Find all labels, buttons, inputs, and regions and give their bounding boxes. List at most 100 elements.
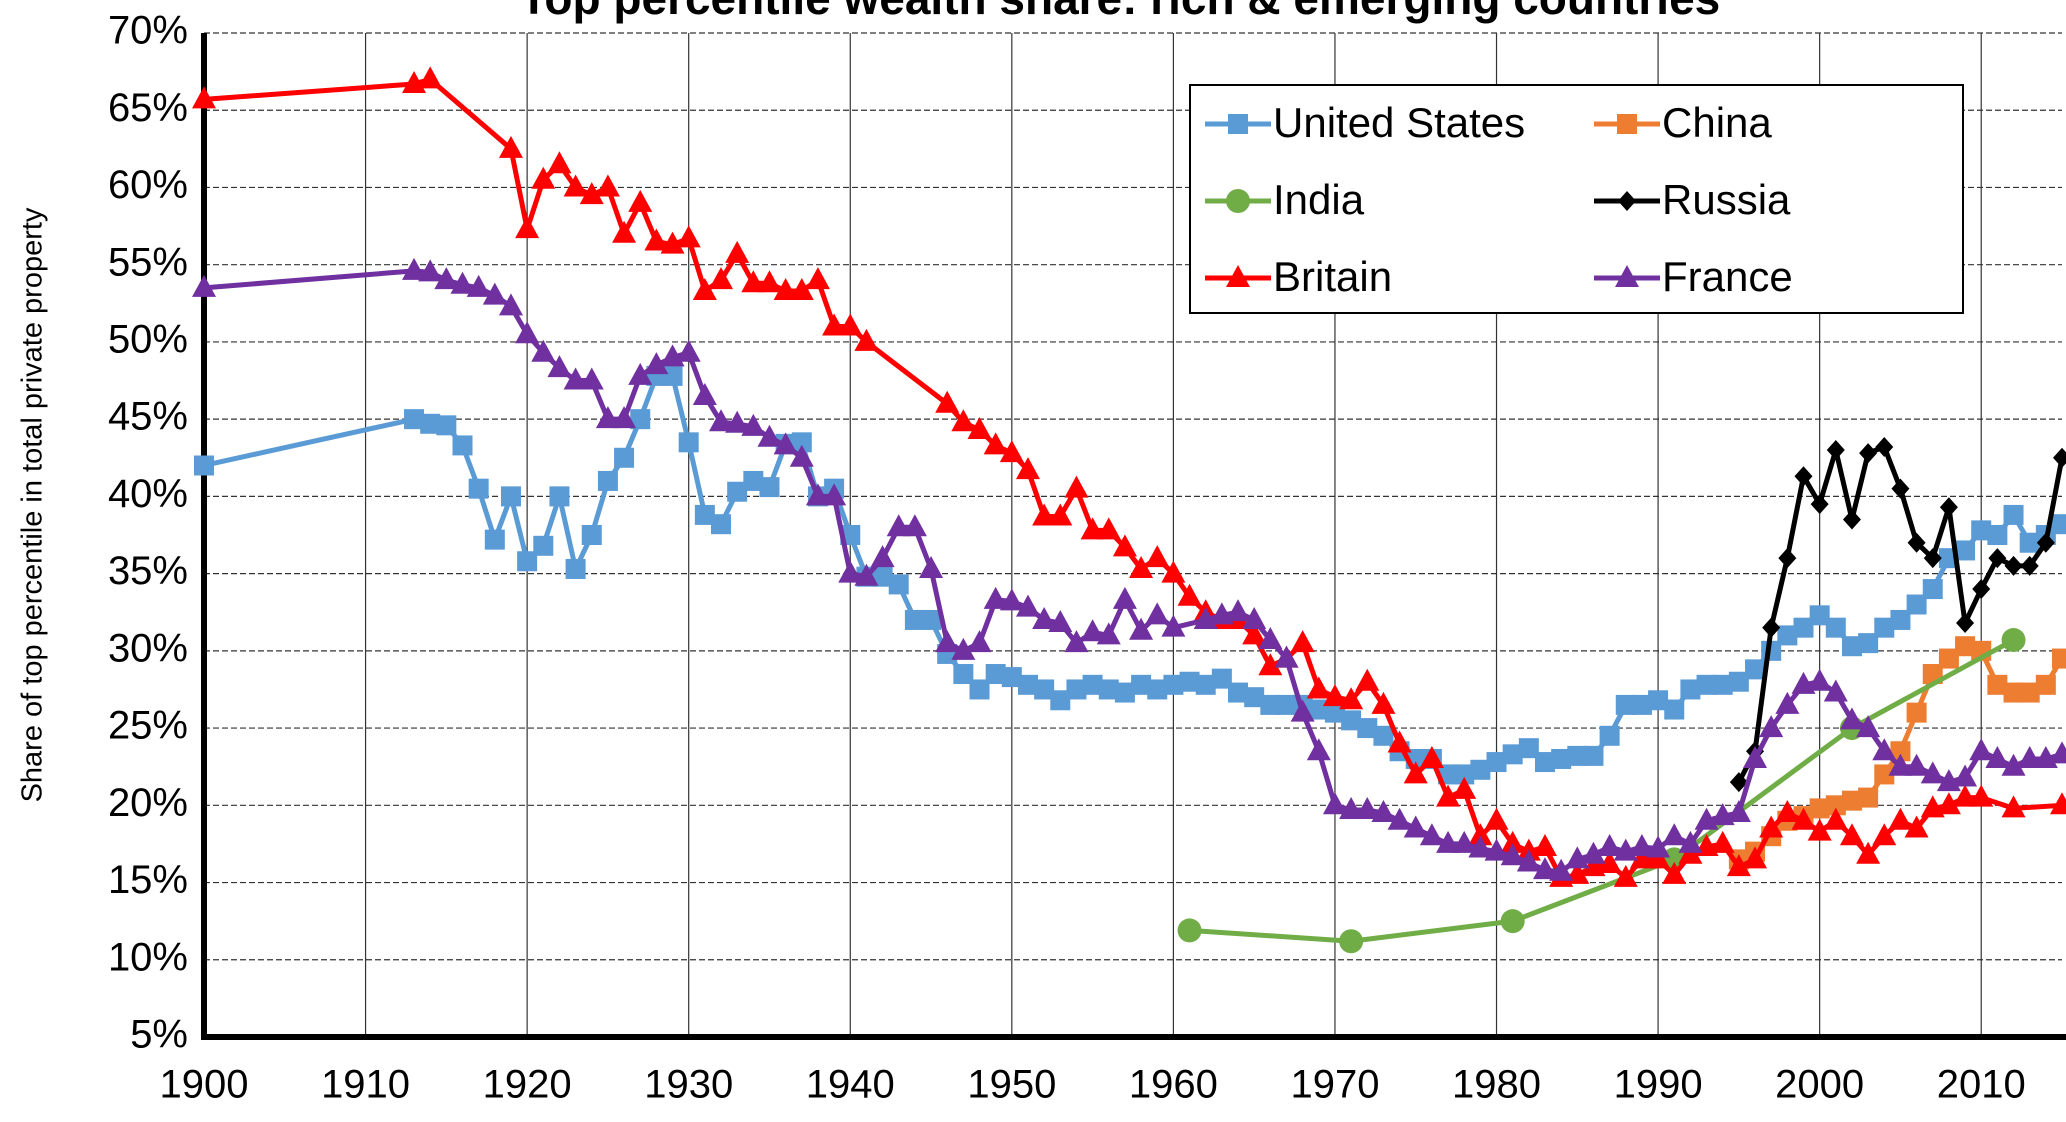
chart-title: Top percentile wealth share: rich & emer… [520, 0, 1721, 24]
data-point [967, 630, 992, 653]
data-point [1403, 815, 1428, 838]
x-tick-label: 1970 [1290, 1063, 1379, 1107]
data-point [1226, 599, 1251, 622]
data-point [1891, 478, 1910, 499]
data-point [1839, 823, 1864, 846]
data-point [531, 166, 556, 189]
data-point [741, 270, 766, 293]
data-point [1920, 761, 1945, 784]
data-point [1775, 800, 1800, 823]
data-point [773, 277, 798, 300]
data-point [822, 483, 847, 506]
data-point [1726, 800, 1751, 823]
y-tick-label: 65% [108, 86, 188, 130]
data-point [1953, 784, 1978, 807]
data-point [969, 679, 990, 700]
data-point [1987, 525, 2008, 545]
data-point [678, 432, 699, 453]
data-point [1807, 668, 1832, 691]
data-point [791, 432, 812, 453]
data-point [902, 514, 927, 537]
data-point [468, 478, 489, 499]
data-point [1373, 725, 1394, 746]
data-point [1258, 653, 1283, 676]
data-point [1306, 738, 1331, 761]
data-point [1112, 534, 1137, 557]
data-point [1500, 909, 1525, 934]
data-point [1629, 846, 1654, 869]
data-point [789, 277, 814, 300]
data-point [711, 514, 732, 535]
data-point [565, 558, 586, 579]
data-point [1147, 679, 1168, 700]
data-point [1613, 864, 1638, 887]
data-point [1276, 694, 1297, 715]
data-point [1050, 690, 1071, 711]
data-point [1890, 741, 1911, 762]
data-point [1906, 594, 1927, 615]
data-point [725, 240, 750, 263]
data-point [904, 609, 925, 630]
data-point [2003, 682, 2024, 703]
data-point [1484, 838, 1509, 861]
data-point [1436, 784, 1461, 807]
data-point [1955, 636, 1976, 657]
data-point [1759, 815, 1784, 838]
data-point [872, 566, 893, 587]
data-point [1403, 761, 1428, 784]
data-point [2001, 753, 2026, 776]
data-point [1664, 699, 1685, 720]
data-point [2050, 741, 2066, 764]
data-point [1583, 745, 1604, 766]
data-point [1662, 861, 1687, 884]
data-point [1355, 796, 1380, 819]
data-point [1419, 745, 1444, 768]
data-point [1015, 457, 1040, 480]
legend-box [1189, 84, 1964, 314]
data-point [822, 313, 847, 336]
data-point [1324, 702, 1345, 723]
y-tick-label: 45% [108, 395, 188, 439]
data-point [1129, 555, 1154, 578]
data-point [1322, 684, 1347, 707]
data-point [1872, 738, 1897, 761]
legend-marker [1615, 265, 1639, 287]
data-point [983, 432, 1008, 455]
data-point [1985, 745, 2010, 768]
data-point [985, 664, 1006, 685]
data-point [192, 274, 216, 297]
data-point [1823, 679, 1848, 702]
data-point [515, 216, 540, 239]
data-point [1955, 540, 1976, 561]
data-point [1534, 752, 1555, 773]
data-point [579, 367, 604, 390]
data-point [1419, 823, 1444, 846]
data-point [1001, 667, 1022, 688]
data-point [1826, 440, 1845, 461]
data-point [1500, 830, 1525, 853]
data-point [757, 424, 782, 447]
data-point [1678, 830, 1703, 853]
data-point [547, 151, 572, 174]
data-point [805, 267, 830, 290]
data-point [579, 182, 604, 205]
data-point [1662, 823, 1687, 846]
data-point [1112, 586, 1137, 609]
data-point [1988, 548, 2007, 569]
data-point [466, 274, 491, 297]
y-axis-label: Share of top percentile in total private… [17, 207, 49, 802]
data-point [498, 135, 523, 158]
data-point [999, 588, 1024, 611]
data-point [2020, 555, 2039, 576]
data-point [1177, 918, 1202, 943]
data-point [498, 293, 523, 316]
data-point [1874, 764, 1895, 785]
data-point [1939, 497, 1958, 518]
data-point [1502, 744, 1523, 765]
data-point [1549, 858, 1574, 881]
data-point [1048, 503, 1073, 526]
data-point [953, 664, 974, 685]
data-point [1484, 807, 1509, 830]
data-point [1710, 830, 1735, 853]
